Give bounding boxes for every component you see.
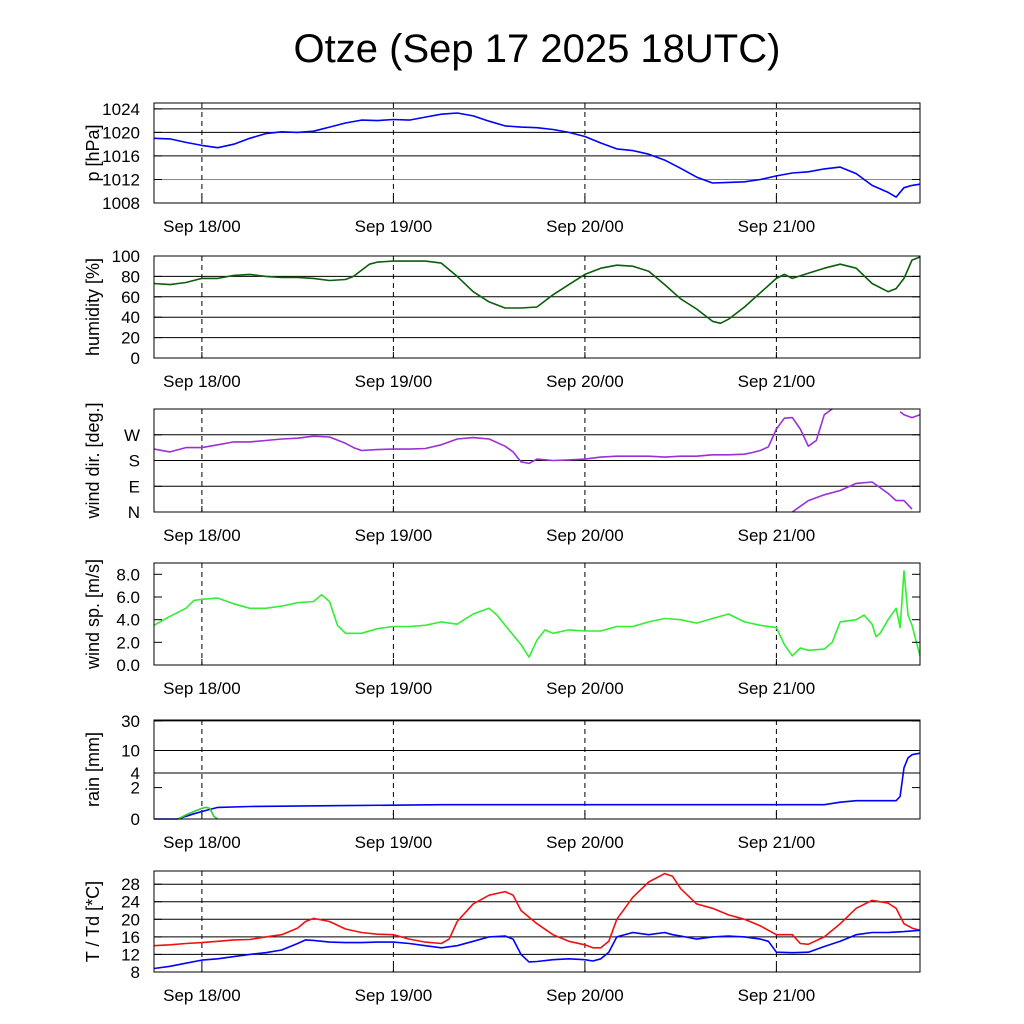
series-line-rain-1	[177, 806, 219, 820]
series-line-humidity-0	[153, 256, 921, 325]
x-tick-label: Sep 19/00	[355, 217, 433, 236]
series-line-temp-0	[153, 872, 921, 949]
y-tick-label: 0	[131, 810, 140, 829]
y-tick-label: E	[129, 477, 140, 496]
y-axis-label: T / Td [*C]	[83, 881, 103, 962]
y-tick-label: 80	[121, 267, 140, 286]
x-tick-label: Sep 20/00	[546, 679, 624, 698]
panel-frame	[153, 102, 921, 204]
x-tick-label: Sep 20/00	[546, 833, 624, 852]
y-tick-label: 1016	[102, 147, 140, 166]
panel-frame	[153, 870, 921, 973]
x-tick-label: Sep 18/00	[163, 526, 241, 545]
y-tick-label: 16	[121, 928, 140, 947]
chart-title: Otze (Sep 17 2025 18UTC)	[294, 27, 781, 71]
panel-frame	[153, 562, 921, 666]
y-tick-label: 1008	[102, 194, 140, 213]
x-tick-label: Sep 20/00	[546, 986, 624, 1005]
series-line-wind_dir-2	[899, 411, 921, 419]
y-tick-label: S	[129, 452, 140, 471]
panel-frame	[153, 255, 921, 359]
y-tick-label: 1020	[102, 123, 140, 142]
y-tick-label: 1012	[102, 171, 140, 190]
y-tick-label: 100	[112, 247, 140, 266]
y-axis-label: humidity [%]	[83, 258, 103, 356]
y-tick-label: 2.0	[116, 633, 140, 652]
x-tick-label: Sep 21/00	[738, 372, 816, 391]
x-tick-label: Sep 19/00	[355, 526, 433, 545]
x-tick-label: Sep 20/00	[546, 526, 624, 545]
series-line-wind_dir-1	[791, 481, 913, 513]
x-tick-label: Sep 21/00	[738, 526, 816, 545]
series-line-wind_dir-0	[153, 408, 833, 465]
x-tick-label: Sep 18/00	[163, 372, 241, 391]
y-axis-label: wind sp. [m/s]	[83, 559, 103, 670]
panel-frame	[153, 719, 921, 820]
y-tick-label: 2	[131, 779, 140, 798]
x-tick-label: Sep 18/00	[163, 986, 241, 1005]
y-tick-label: 20	[121, 329, 140, 348]
x-tick-label: Sep 21/00	[738, 833, 816, 852]
y-axis-label: wind dir. [deg.]	[83, 402, 103, 519]
x-tick-label: Sep 21/00	[738, 986, 816, 1005]
y-tick-label: 30	[121, 712, 140, 731]
y-axis-label: p [hPa]	[83, 124, 103, 181]
x-tick-label: Sep 21/00	[738, 217, 816, 236]
panel-wind_speed: 0.0 2.0 4.0 6.0 8.0 Sep 18/00 Sep 19/00 Sep 20/…	[83, 559, 921, 698]
y-tick-label: N	[128, 503, 140, 522]
y-tick-label: 28	[121, 875, 140, 894]
y-axis-label: rain [mm]	[83, 732, 103, 807]
series-line-rain-0	[154, 752, 921, 820]
x-tick-label: Sep 19/00	[355, 372, 433, 391]
y-tick-label: 6.0	[116, 588, 140, 607]
y-tick-label: 40	[121, 308, 140, 327]
y-tick-label: 1024	[102, 100, 140, 119]
y-tick-label: 10	[121, 742, 140, 761]
y-tick-label: W	[124, 426, 140, 445]
series-line-pressure-0	[153, 112, 921, 198]
x-tick-label: Sep 18/00	[163, 833, 241, 852]
x-tick-label: Sep 19/00	[355, 833, 433, 852]
x-tick-label: Sep 19/00	[355, 986, 433, 1005]
y-tick-label: 4.0	[116, 611, 140, 630]
x-tick-label: Sep 18/00	[163, 217, 241, 236]
x-tick-label: Sep 20/00	[546, 372, 624, 391]
y-tick-label: 0.0	[116, 656, 140, 675]
y-tick-label: 0	[131, 349, 140, 368]
panel-pressure: 1008 1012 1016 1020 1024 Sep 18/00 Sep 19/00 Se…	[83, 100, 921, 236]
series-line-wind_speed-0	[153, 570, 921, 658]
series-line-temp-1	[153, 929, 921, 970]
y-tick-label: 8	[131, 963, 140, 982]
panel-rain: 0 24 10 30 Sep 18/00 Sep 19/00 Sep 20/00 Sep 21…	[83, 712, 921, 852]
y-tick-label: 12	[121, 945, 140, 964]
y-tick-label: 20	[121, 910, 140, 929]
y-tick-label: 8.0	[116, 565, 140, 584]
y-tick-label: 4	[131, 764, 140, 783]
x-tick-label: Sep 21/00	[738, 679, 816, 698]
x-tick-label: Sep 18/00	[163, 679, 241, 698]
x-tick-label: Sep 19/00	[355, 679, 433, 698]
x-tick-label: Sep 20/00	[546, 217, 624, 236]
y-tick-label: 24	[121, 893, 140, 912]
y-tick-label: 60	[121, 288, 140, 307]
